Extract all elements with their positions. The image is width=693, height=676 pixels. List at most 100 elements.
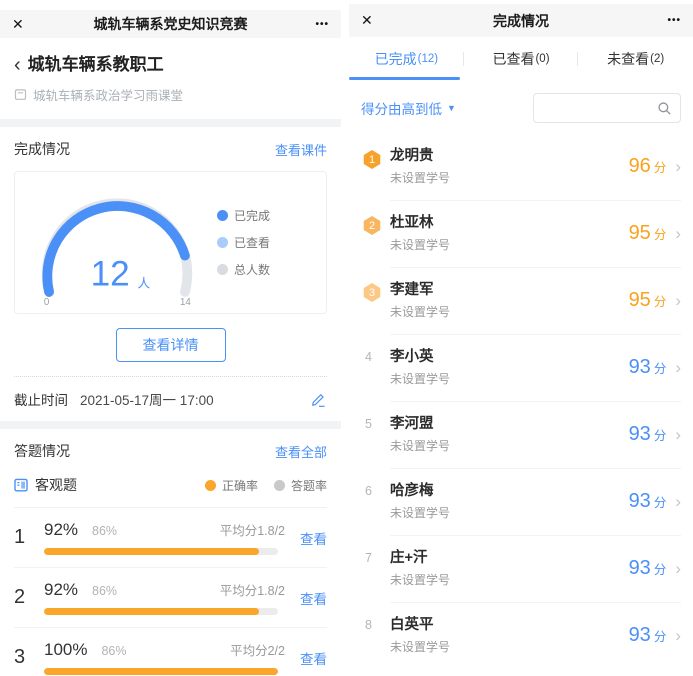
student-id-status: 未设置学号	[390, 439, 451, 453]
student-row[interactable]: 6 哈彦梅 未设置学号 93 分 ›	[349, 468, 693, 535]
correct-rate-value: 92%	[44, 580, 79, 599]
gauge-min-label: 0	[44, 297, 50, 307]
student-name: 李小英	[390, 349, 434, 365]
score-value: 93	[628, 356, 651, 378]
rank-cell: 3	[363, 267, 390, 334]
tab-count: (0)	[535, 52, 550, 65]
answer-rate-value: 86%	[101, 644, 127, 658]
course-subtitle-text: 城轨车辆系政治学习雨课堂	[33, 89, 184, 103]
student-name: 龙明贵	[390, 148, 434, 164]
student-name: 庄+汗	[390, 550, 428, 566]
quiz-detail-screen: ✕ 城轨车辆系党史知识竞赛 ••• ‹ 城轨车辆系教职工 城轨车辆系政治学习雨课…	[0, 0, 341, 676]
score-unit: 分	[653, 496, 667, 510]
question-stat-row: 2 92% 86% 平均分1.8/2 查看	[14, 567, 327, 627]
student-id-status: 未设置学号	[390, 573, 451, 587]
legend-item: 总人数	[217, 261, 270, 278]
legend-dot-icon	[217, 237, 228, 248]
student-row[interactable]: 2 杜亚林 未设置学号 95 分 ›	[349, 200, 693, 267]
breadcrumb[interactable]: ‹ 城轨车辆系教职工	[14, 54, 327, 76]
objective-question-icon	[14, 478, 28, 492]
status-tab[interactable]: 未查看 (2)	[578, 37, 693, 80]
clipboard-icon	[14, 89, 27, 100]
answers-section-title: 答题情况	[14, 443, 70, 459]
view-question-link[interactable]: 查看	[300, 651, 327, 667]
tab-label: 已完成	[374, 50, 417, 67]
legend-item: 正确率	[204, 477, 258, 494]
student-name: 杜亚林	[390, 215, 434, 231]
student-row[interactable]: 4 李小英 未设置学号 93 分 ›	[349, 334, 693, 401]
rank-medal-icon: 1	[363, 150, 381, 169]
rank-cell: 6	[363, 468, 390, 535]
student-row[interactable]: 3 李建军 未设置学号 95 分 ›	[349, 267, 693, 334]
chevron-right-icon: ›	[675, 223, 681, 243]
view-courseware-link[interactable]: 查看课件	[274, 142, 327, 158]
student-id-status: 未设置学号	[390, 305, 451, 319]
edit-pencil-icon[interactable]	[310, 391, 327, 408]
student-score: 93 分	[629, 356, 667, 379]
question-type-row: 客观题 正确率 答题率	[14, 475, 327, 508]
student-row[interactable]: 1 龙明贵 未设置学号 96 分 ›	[349, 134, 693, 200]
legend-dot-icon	[217, 264, 228, 275]
gauge-max-label: 14	[180, 297, 191, 307]
question-stat-row: 1 92% 86% 平均分1.8/2 查看	[14, 508, 327, 567]
student-name: 李建军	[390, 282, 434, 298]
search-icon[interactable]	[657, 101, 672, 116]
status-tab[interactable]: 已查看 (0)	[464, 37, 579, 80]
view-question-link[interactable]: 查看	[300, 591, 327, 607]
student-row[interactable]: 8 白英平 未设置学号 93 分 ›	[349, 602, 693, 669]
close-icon[interactable]: ✕	[12, 15, 24, 32]
view-details-button[interactable]: 查看详情	[115, 328, 226, 362]
legend-item: 已完成	[217, 207, 270, 224]
completion-section-title: 完成情况	[14, 141, 70, 157]
chevron-right-icon: ›	[675, 625, 681, 645]
legend-label: 正确率	[221, 478, 258, 493]
gauge-legend: 已完成 已查看 总人数	[217, 207, 270, 278]
student-score: 93 分	[629, 557, 667, 580]
gauge-value: 12	[91, 255, 130, 294]
back-chevron-icon: ‹	[14, 54, 21, 76]
legend-label: 已查看	[234, 236, 271, 250]
tab-label: 已查看	[492, 50, 535, 67]
student-row[interactable]: 7 庄+汗 未设置学号 93 分 ›	[349, 535, 693, 602]
left-topbar: ✕ 城轨车辆系党史知识竞赛 •••	[0, 10, 341, 38]
chevron-right-icon: ›	[675, 357, 681, 377]
student-name: 哈彦梅	[390, 483, 434, 499]
student-name: 白英平	[390, 617, 434, 633]
legend-item: 已查看	[217, 234, 270, 251]
rank-cell: 7	[363, 535, 390, 602]
tab-label: 未查看	[607, 50, 650, 67]
caret-down-icon: ▼	[447, 103, 456, 113]
search-input[interactable]	[542, 99, 657, 117]
close-icon[interactable]: ✕	[361, 12, 373, 28]
student-id-status: 未设置学号	[390, 640, 451, 654]
legend-label: 答题率	[290, 478, 327, 493]
student-score: 95 分	[629, 289, 667, 312]
rank-cell: 2	[363, 200, 390, 267]
average-score: 平均分1.8/2	[219, 584, 285, 598]
legend-dot-icon	[217, 210, 228, 221]
rank-cell: 8	[363, 602, 390, 669]
rank-number: 7	[365, 551, 372, 565]
more-menu-icon[interactable]: •••	[667, 15, 681, 26]
status-tab[interactable]: 已完成 (12)	[349, 37, 464, 80]
sort-dropdown[interactable]: 得分由高到低 ▼	[361, 98, 456, 118]
screen-gutter	[341, 0, 349, 676]
correct-rate-bar-fill	[44, 608, 260, 615]
question-stats-list: 1 92% 86% 平均分1.8/2 查看 2 92% 86% 平均分1.8/2	[14, 508, 327, 676]
completion-gauge-card: 12 人 0 14 已完成 已查看 总人数	[14, 171, 327, 314]
view-question-link[interactable]: 查看	[300, 531, 327, 547]
student-id-status: 未设置学号	[390, 171, 451, 185]
student-score: 93 分	[629, 423, 667, 446]
gauge-fill	[42, 201, 190, 297]
question-number: 2	[14, 586, 26, 608]
search-box	[533, 93, 681, 123]
student-id-status: 未设置学号	[390, 238, 451, 252]
score-unit: 分	[653, 429, 667, 443]
student-list: 1 龙明贵 未设置学号 96 分 › 2 杜亚林 未设置学号 95 分 ›	[349, 134, 693, 669]
more-menu-icon[interactable]: •••	[315, 18, 329, 30]
section-divider	[0, 421, 341, 429]
student-row[interactable]: 5 李河盟 未设置学号 93 分 ›	[349, 401, 693, 468]
legend-label: 总人数	[234, 263, 271, 277]
view-all-link[interactable]: 查看全部	[274, 444, 327, 460]
